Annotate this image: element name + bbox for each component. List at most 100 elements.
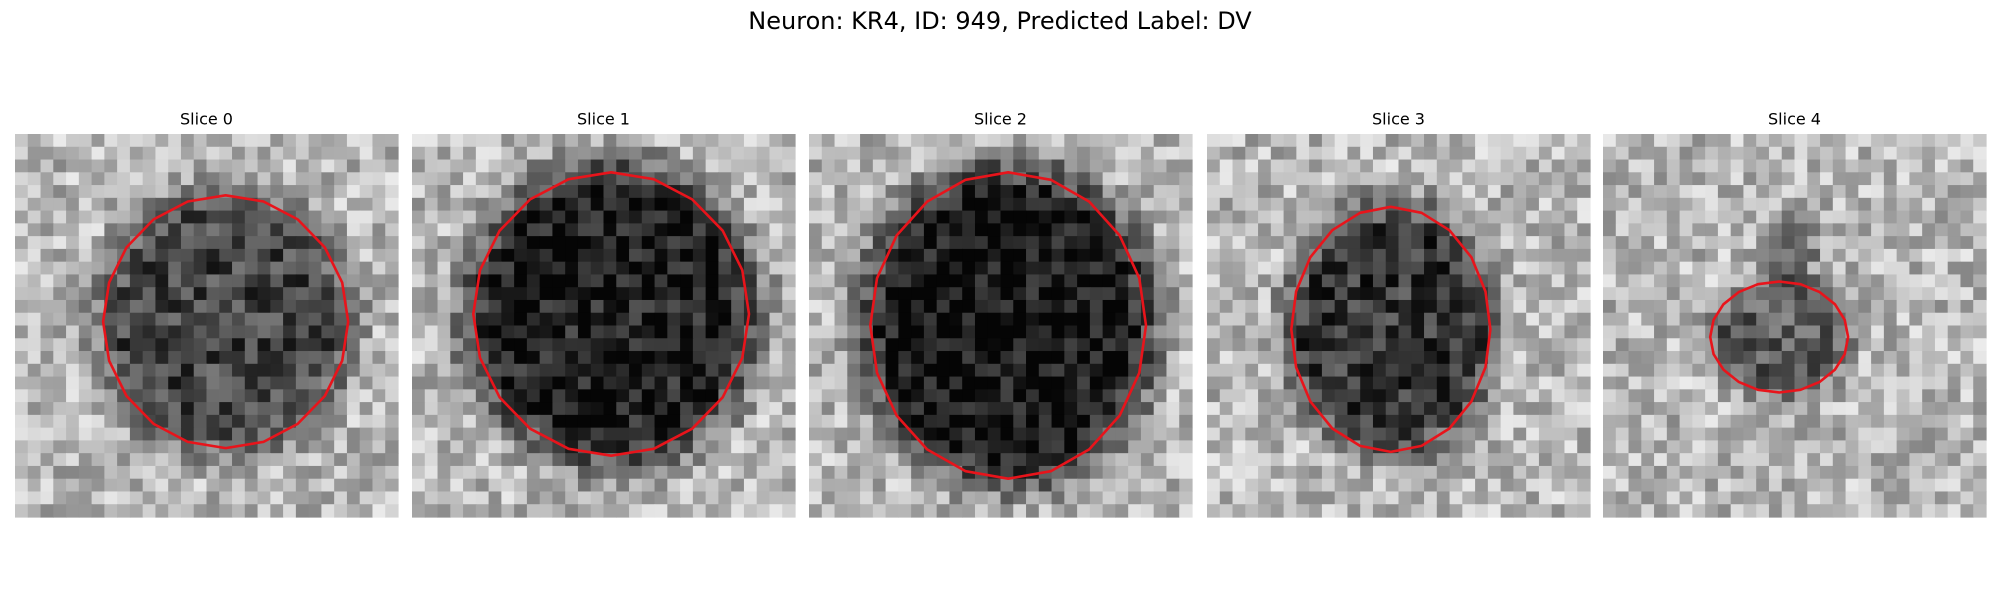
pixel (1641, 287, 1655, 301)
pixel (1577, 287, 1591, 301)
pixel (372, 491, 386, 505)
pixel (27, 478, 42, 493)
pixel (1820, 134, 1834, 148)
pixel (821, 325, 836, 339)
pixel (821, 389, 836, 403)
pixel (104, 146, 118, 161)
pixel (78, 312, 93, 327)
pixel (756, 299, 771, 314)
pixel (308, 338, 322, 352)
pixel (885, 261, 899, 276)
pixel (1692, 248, 1706, 263)
pixel (1153, 478, 1168, 493)
pixel (821, 312, 836, 327)
pixel (1270, 402, 1285, 416)
pixel (450, 465, 464, 480)
pixel (1128, 504, 1142, 518)
pixel (821, 465, 836, 480)
pixel (1858, 478, 1872, 493)
pixel (1026, 248, 1040, 263)
pixel (1551, 376, 1566, 390)
pixel (1077, 504, 1091, 518)
pixel (488, 402, 502, 416)
pixel (1424, 299, 1438, 314)
pixel (731, 440, 745, 454)
pixel (321, 274, 335, 288)
pixel (1641, 274, 1655, 288)
pixel (40, 287, 54, 301)
pixel (1692, 210, 1706, 224)
pixel (705, 312, 719, 327)
pixel (463, 223, 477, 237)
pixel (1347, 172, 1361, 186)
pixel (1219, 236, 1234, 250)
pixel (180, 389, 195, 403)
pixel (1424, 325, 1438, 339)
image-panel (1603, 134, 1987, 518)
pixel (463, 261, 477, 276)
pixel (66, 389, 80, 403)
pixel (1526, 134, 1540, 148)
pixel (1883, 402, 1898, 416)
pixel (1258, 504, 1272, 518)
pixel (295, 236, 310, 250)
pixel (1909, 389, 1923, 403)
pixel (1730, 389, 1745, 403)
pixel (577, 376, 592, 390)
pixel (616, 351, 630, 365)
pixel (1153, 134, 1168, 148)
pixel (1013, 376, 1027, 390)
pixel (1717, 440, 1732, 454)
pixel (1730, 440, 1745, 454)
pixel (1309, 440, 1323, 454)
pixel (1449, 389, 1463, 403)
pixel (1500, 261, 1514, 276)
pixel (1475, 402, 1489, 416)
pixel (1743, 223, 1757, 237)
pixel (667, 197, 681, 212)
pixel (1615, 236, 1630, 250)
pixel (1372, 287, 1387, 301)
pixel (769, 453, 783, 467)
pixel (1064, 312, 1078, 327)
pixel (321, 146, 335, 161)
pixel (1398, 402, 1412, 416)
pixel (1603, 453, 1617, 467)
pixel (1270, 287, 1285, 301)
pixel (949, 478, 963, 493)
pixel (1909, 172, 1923, 186)
pixel (1666, 248, 1681, 263)
pixel (219, 414, 233, 429)
pixel (1832, 453, 1847, 467)
pixel (1487, 478, 1502, 493)
pixel (1871, 338, 1885, 352)
pixel (450, 325, 464, 339)
pixel (193, 261, 208, 276)
pixel (488, 504, 502, 518)
pixel (1615, 197, 1630, 212)
pixel (898, 274, 912, 288)
pixel (53, 402, 67, 416)
pixel (641, 351, 656, 365)
pixel (1051, 427, 1065, 441)
pixel (1577, 325, 1591, 339)
pixel (27, 134, 42, 148)
pixel (450, 299, 464, 314)
pixel (206, 478, 220, 493)
pixel (437, 210, 451, 224)
pixel (731, 465, 745, 480)
pixel (705, 338, 719, 352)
pixel (372, 223, 386, 237)
pixel (346, 376, 361, 390)
pixel (295, 389, 310, 403)
pixel (1641, 197, 1655, 212)
pixel (1896, 248, 1910, 263)
pixel (1500, 478, 1514, 493)
pixel (1551, 172, 1566, 186)
pixel (860, 210, 874, 224)
pixel (1207, 299, 1221, 314)
pixel (437, 325, 451, 339)
pixel (412, 325, 426, 339)
pixel (1896, 274, 1910, 288)
pixel (692, 440, 707, 454)
